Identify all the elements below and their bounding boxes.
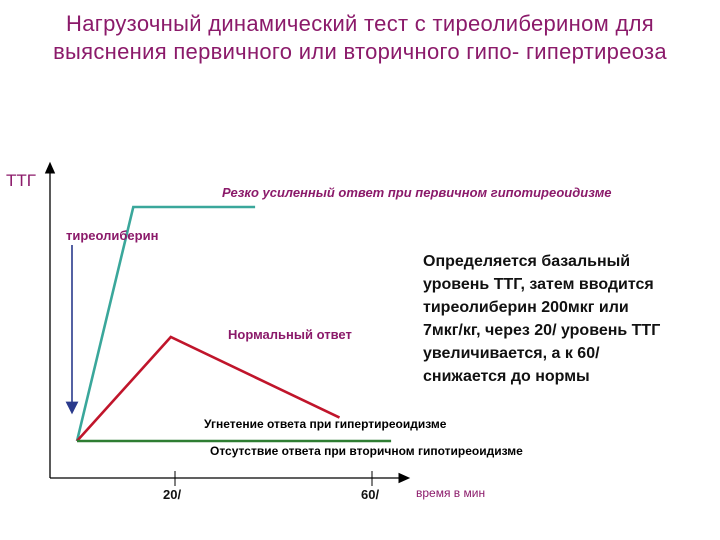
x-tick-label-20: 20/	[163, 487, 182, 502]
annotation-hyperthyroidism: Угнетение ответа при гипертиреоидизме	[204, 417, 447, 431]
x-tick-label-60: 60/	[361, 487, 380, 502]
annotation-secondary-hypothyroidism: Отсутствие ответа при вторичном гипотире…	[210, 444, 523, 458]
note-line: уровень ТТГ, затем вводится	[423, 276, 654, 293]
note-line: Определяется базальный	[423, 253, 631, 270]
note-line: увеличивается, а к 60/	[423, 345, 600, 362]
annotation-primary-hypothyroidism: Резко усиленный ответ при первичном гипо…	[222, 185, 612, 200]
annotation-trh: тиреолиберин	[66, 228, 159, 243]
note-line: 7мкг/кг, через 20/ уровень ТТГ	[423, 322, 661, 339]
series-layer	[75, 205, 392, 443]
series-line-normal-response	[76, 335, 341, 442]
description-note: Определяется базальный уровень ТТГ, зате…	[423, 250, 713, 388]
page-title: Нагрузочный динамический тест с тиреолиб…	[53, 11, 667, 64]
y-axis-label: ТТГ	[6, 171, 36, 190]
series-line-primary-hypothyroidism	[75, 205, 256, 442]
note-line: тиреолиберин 200мкг или	[423, 299, 629, 316]
note-line: снижается до нормы	[423, 368, 590, 385]
annotation-normal-response: Нормальный ответ	[228, 327, 352, 342]
x-axis-label: время в мин	[416, 486, 486, 500]
